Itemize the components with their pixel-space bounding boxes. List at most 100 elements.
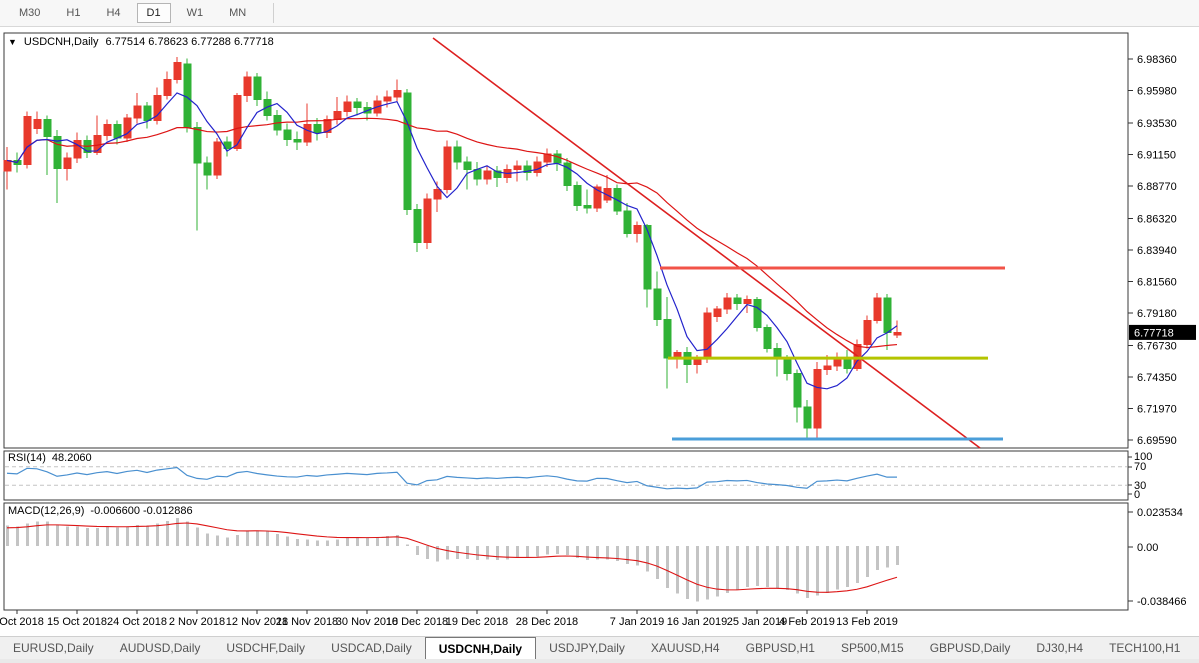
macd-bar xyxy=(736,545,739,590)
ma-fast-line[interactable] xyxy=(6,92,898,390)
symbol-ohlc-values: 6.77514 6.78623 6.77288 6.77718 xyxy=(105,36,274,48)
chart-tab-gbpusd-daily[interactable]: GBPUSD,Daily xyxy=(929,641,1011,655)
macd-bar xyxy=(146,525,149,546)
candle-body xyxy=(333,110,342,120)
macd-bar xyxy=(816,545,819,596)
chart-tab-sp500-m15[interactable]: SP500,M15 xyxy=(840,641,904,655)
macd-bar xyxy=(66,526,69,546)
price-axis-label: 6.81560 xyxy=(1137,277,1177,289)
candle-body xyxy=(393,89,402,98)
candle-body xyxy=(33,118,42,130)
macd-bar xyxy=(766,545,769,588)
chart-tab-usdjpy-daily[interactable]: USDJPY,Daily xyxy=(549,641,625,655)
chart-tab-usdcad-daily[interactable]: USDCAD,Daily xyxy=(331,641,412,655)
timeframe-button-mn[interactable]: MN xyxy=(229,7,247,19)
rsi-line xyxy=(6,466,898,490)
candle-body xyxy=(213,141,222,176)
macd-bar xyxy=(656,545,659,580)
macd-bar xyxy=(676,545,679,594)
candle-body xyxy=(353,101,362,108)
candle xyxy=(43,115,52,176)
macd-bar xyxy=(396,534,399,546)
candle-body xyxy=(603,187,612,201)
macd-bar xyxy=(596,545,599,560)
macd-bar xyxy=(406,544,409,546)
candle xyxy=(33,111,42,134)
candle xyxy=(863,315,872,349)
candle-body xyxy=(553,153,562,164)
timeframe-button-w1[interactable]: W1 xyxy=(186,7,204,19)
macd-bar xyxy=(36,521,39,546)
candle xyxy=(873,292,882,324)
candle xyxy=(803,400,812,438)
candle xyxy=(663,296,672,389)
candle-body xyxy=(653,288,662,320)
macd-bar xyxy=(776,545,779,589)
macd-bar xyxy=(356,537,359,546)
macd-bar xyxy=(846,545,849,588)
chart-tab-usdchf-daily[interactable]: USDCHF,Daily xyxy=(226,641,306,655)
candle-body xyxy=(323,118,332,134)
timeframe-button-m30[interactable]: M30 xyxy=(19,7,41,19)
date-axis-label: 28 Dec 2018 xyxy=(516,616,578,628)
chart-tab-audusd-daily[interactable]: AUDUSD,Daily xyxy=(119,641,201,655)
date-axis-label: 24 Oct 2018 xyxy=(107,616,167,628)
date-axis-label: 16 Jan 2019 xyxy=(667,616,728,628)
candle xyxy=(793,369,802,423)
candle xyxy=(563,157,572,191)
candle-body xyxy=(823,365,832,371)
rsi-axis-label: 0 xyxy=(1134,489,1140,501)
chart-tab-dj30-h4[interactable]: DJ30,H4 xyxy=(1036,641,1084,655)
candle-body xyxy=(873,297,882,322)
macd-bar xyxy=(236,534,239,546)
chart-tab-gbpusd-h1[interactable]: GBPUSD,H1 xyxy=(745,641,815,655)
price-axis-label: 6.76730 xyxy=(1137,340,1177,352)
candle xyxy=(23,111,32,169)
chart-tab-tech100-h1[interactable]: TECH100,H1 xyxy=(1109,641,1181,655)
chart-tab-usdcnh-daily[interactable]: USDCNH,Daily xyxy=(424,637,537,659)
candle xyxy=(653,271,662,327)
chart-tab-bar: EURUSD,Daily AUDUSD,Daily USDCHF,Daily USDC… xyxy=(0,636,1199,659)
chart-canvas[interactable]: 6.98360 6.95980 6.93530 6.91150 6.88770 6.863… xyxy=(0,27,1199,635)
timeframe-toolbar: M30 H1 H4 D1 W1 MN xyxy=(0,0,1199,27)
timeframe-button-h1[interactable]: H1 xyxy=(66,7,81,19)
macd-bar xyxy=(336,539,339,546)
candle xyxy=(283,123,292,146)
candle xyxy=(713,306,722,323)
candle-body xyxy=(583,204,592,209)
candle xyxy=(243,71,252,103)
candle-body xyxy=(3,159,12,172)
candle-body xyxy=(413,208,422,244)
candle xyxy=(483,165,492,185)
candle xyxy=(343,95,352,117)
trendline[interactable] xyxy=(432,37,981,449)
candle-body xyxy=(163,79,172,97)
macd-axis-label: 0.00 xyxy=(1137,542,1158,554)
candle-body xyxy=(763,326,772,350)
macd-bar xyxy=(136,525,139,546)
macd-axis-label: 0.023534 xyxy=(1137,507,1183,519)
timeframe-button-h4[interactable]: H4 xyxy=(106,7,121,19)
symbol-dropdown-icon[interactable]: ▼ xyxy=(8,37,17,47)
price-axis-label: 6.74350 xyxy=(1137,372,1177,384)
chart-tab-xauusd-h4[interactable]: XAUUSD,H4 xyxy=(650,641,720,655)
candle xyxy=(203,156,212,190)
candle xyxy=(293,131,302,150)
macd-bar xyxy=(856,545,859,583)
current-price-text: 6.77718 xyxy=(1134,327,1174,339)
candle xyxy=(153,87,162,125)
chart-tab-eurusd-daily[interactable]: EURUSD,Daily xyxy=(13,641,94,655)
timeframe-button-d1[interactable]: D1 xyxy=(136,3,171,23)
candle xyxy=(703,307,712,364)
macd-bar xyxy=(176,517,179,546)
macd-bar xyxy=(726,545,729,593)
ma-slow-line[interactable] xyxy=(6,117,898,349)
candle-body xyxy=(483,170,492,180)
macd-bar xyxy=(216,535,219,546)
candle xyxy=(523,160,532,181)
candle xyxy=(403,88,412,215)
candle xyxy=(73,132,82,164)
macd-bar xyxy=(466,545,469,560)
candle-body xyxy=(513,165,522,171)
candle xyxy=(643,224,652,308)
